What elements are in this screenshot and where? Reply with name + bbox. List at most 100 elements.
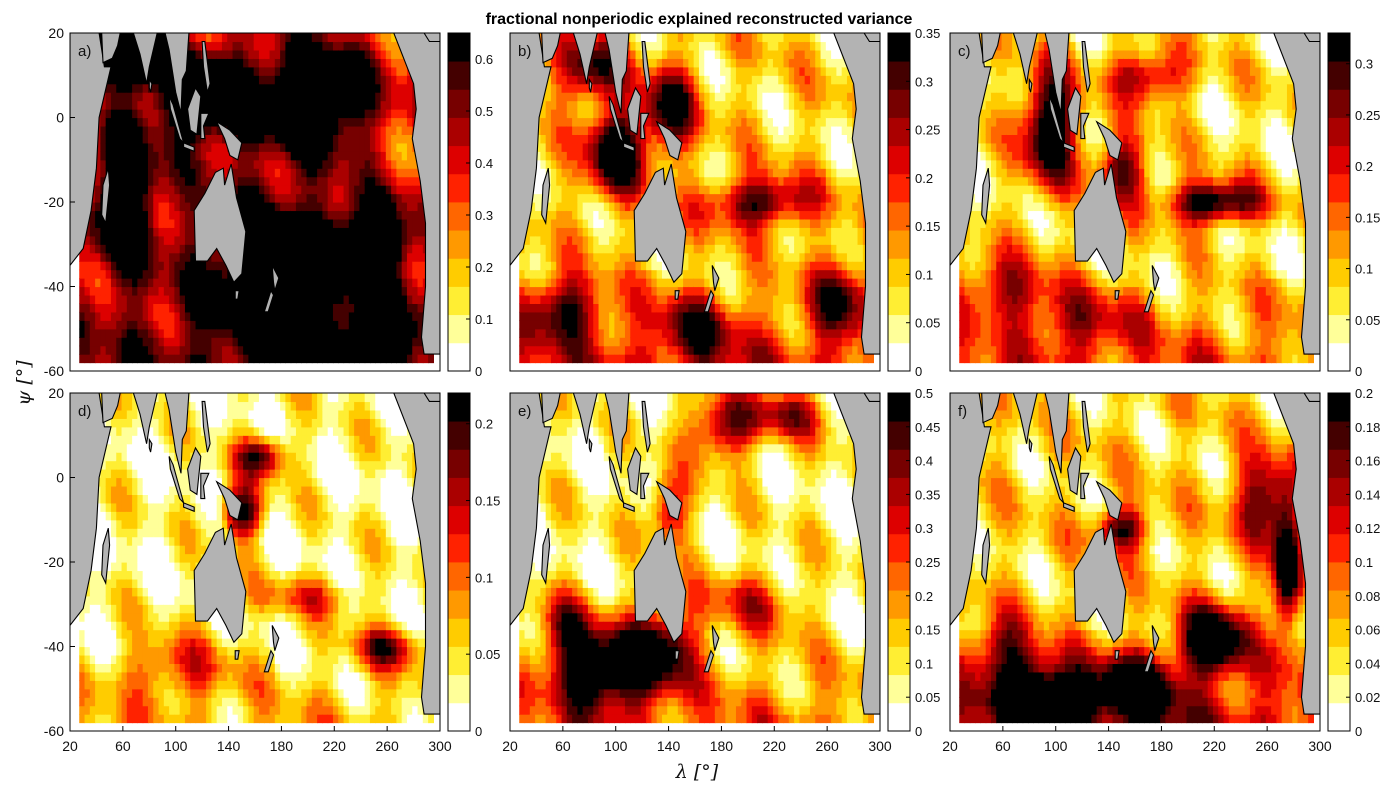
philippines-land (201, 40, 211, 93)
colorbar-segment (448, 173, 470, 203)
colorbar-tick-label: 0.25 (1355, 108, 1380, 123)
borneo-land (187, 446, 202, 496)
colorbar-segment (1328, 393, 1350, 422)
colorbar-tick-label: 0.3 (915, 521, 933, 536)
colorbar-segment (448, 421, 470, 450)
colorbar-segment (888, 314, 910, 344)
panel-b: b) 0 0.05 0.1 0.15 0.2 0.25 0.3 0.35 (509, 26, 940, 379)
india-land (1012, 393, 1038, 444)
colorbar-segment (1328, 202, 1350, 231)
colorbar-segment (448, 533, 470, 563)
colorbar-tick-label: 0 (1355, 364, 1362, 379)
y-tick-label: 20 (48, 25, 64, 41)
panel-e: e)20 60 100 140 180 220 260 30000.050.10.150.20… (502, 372, 940, 754)
nz-south-land (1143, 289, 1155, 313)
colorbar-segment (888, 61, 910, 90)
x-tick-label: 260 (815, 738, 839, 754)
panel-label: f) (958, 403, 967, 420)
taiwan-land (1082, 12, 1085, 25)
india-land (132, 393, 158, 444)
x-tick-label: 20 (62, 738, 78, 754)
colorbar-tick-label: 0.25 (915, 555, 940, 570)
se-asia-land (164, 33, 190, 114)
china-east-land (1067, 33, 1086, 34)
new-guinea-land (1095, 120, 1123, 161)
colorbar-tick-label: 0.1 (475, 570, 493, 585)
colorbar-segment (1328, 590, 1350, 619)
colorbar-frame (447, 392, 471, 732)
australia-land (1073, 523, 1127, 644)
colorbar-segment (448, 314, 470, 344)
colorbar-tick-label: 0.25 (915, 123, 940, 138)
x-tick-label: 100 (1044, 738, 1068, 754)
colorbar-segment (448, 89, 470, 118)
x-tick-label: 180 (710, 738, 734, 754)
land-masses (510, 33, 880, 355)
americas-land (1260, 33, 1320, 355)
colorbar-tick-label: 0.2 (1355, 386, 1373, 401)
colorbar-segment (1328, 421, 1350, 450)
sri-lanka-land (588, 77, 593, 93)
sulawesi-land (200, 112, 210, 140)
colorbar-segment (448, 505, 470, 535)
x-tick-label: 260 (375, 738, 399, 754)
colorbar-tick-label: 0.45 (915, 420, 940, 435)
china-east-land (187, 33, 206, 34)
land-masses (510, 372, 880, 715)
colorbar-segment (888, 89, 910, 118)
colorbar-segment (448, 61, 470, 90)
china-east-land (187, 393, 206, 394)
sumatra-land (608, 96, 625, 144)
colorbar-segment (448, 117, 470, 147)
x-tick-label: 180 (1150, 738, 1174, 754)
colorbar-segment (888, 477, 910, 507)
colorbar-segment (888, 393, 910, 422)
colorbar-tick-label: 0.4 (475, 156, 493, 171)
colorbar: 0 0.05 0.1 0.15 0.2 0.25 0.3 (1327, 32, 1380, 379)
taiwan-land (202, 372, 205, 385)
colorbar: 0 0.02 0.04 0.06 0.08 0.1 0.12 0.14 0.16 0.18 0.2 (1327, 386, 1380, 739)
borneo-land (627, 86, 642, 136)
colorbar-tick-label: 0.02 (1355, 690, 1380, 705)
y-tick-label: 0 (56, 470, 64, 486)
colorbar-segment (448, 342, 470, 372)
americas-land (1260, 393, 1320, 715)
panel-frame (509, 32, 881, 372)
colorbar-segment (1328, 342, 1350, 372)
madagascar-land (981, 168, 991, 226)
sri-lanka-land (588, 437, 593, 453)
australia-land (193, 523, 247, 644)
colorbar-tick-label: 0.1 (475, 312, 493, 327)
tasmania-land (234, 290, 240, 300)
colorbar-segment (1328, 562, 1350, 591)
colorbar-tick-label: 0.2 (915, 171, 933, 186)
madagascar-land (541, 528, 551, 586)
java-land (1063, 142, 1075, 153)
x-tick-label: 60 (995, 738, 1011, 754)
colorbar-tick-label: 0.15 (475, 494, 500, 509)
colorbar-tick-label: 0.05 (915, 690, 940, 705)
colorbar-tick-label: 0.05 (1355, 313, 1380, 328)
taiwan-land (642, 372, 645, 385)
colorbar-segment (1328, 477, 1350, 507)
colorbar-segment (1328, 674, 1350, 704)
java-land (623, 502, 635, 513)
colorbar-tick-label: 0 (1355, 724, 1362, 739)
philippines-land (641, 400, 651, 453)
colorbar-tick-label: 0.05 (915, 316, 940, 331)
colorbar-tick-label: 0.2 (475, 417, 493, 432)
nz-north-land (271, 265, 280, 291)
sulawesi-land (640, 472, 650, 500)
new-guinea-land (655, 480, 683, 521)
panel-label: d) (78, 403, 91, 420)
caribbean-land (863, 33, 880, 43)
americas-land (820, 393, 880, 715)
colorbar-segment (888, 562, 910, 591)
taiwan-land (202, 12, 205, 25)
panel-label: c) (958, 43, 971, 60)
x-tick-label: 20 (502, 738, 518, 754)
borneo-land (1067, 446, 1082, 496)
africa-land (950, 33, 992, 267)
colorbar-tick-label: 0 (915, 364, 922, 379)
